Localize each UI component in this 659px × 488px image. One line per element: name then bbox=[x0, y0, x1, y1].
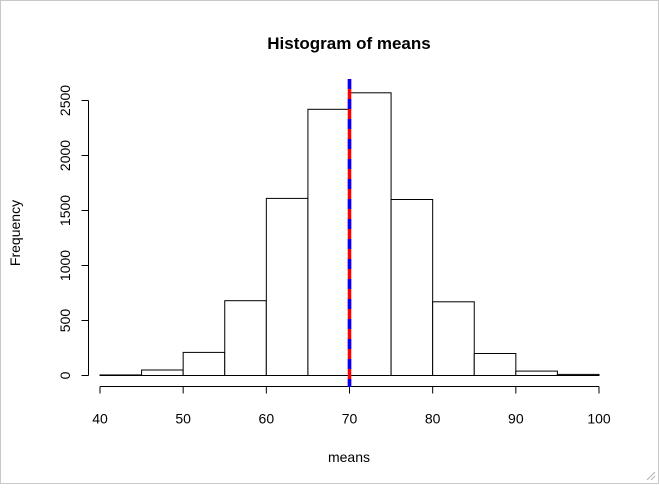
histogram-bar bbox=[390, 199, 434, 376]
x-tick-label: 80 bbox=[425, 411, 441, 427]
y-tick-label: 0 bbox=[57, 371, 73, 379]
y-tick-label: 500 bbox=[57, 309, 73, 333]
histogram-bar bbox=[515, 370, 558, 377]
y-tick-label: 1500 bbox=[57, 195, 73, 226]
y-tick-label: 2500 bbox=[57, 85, 73, 116]
x-tick-label: 70 bbox=[342, 411, 358, 427]
histogram-bar bbox=[99, 374, 143, 377]
x-tick-label: 50 bbox=[175, 411, 191, 427]
x-axis: 40 50 60 70 80 90 100 bbox=[92, 386, 611, 427]
y-axis-label: Frequency bbox=[7, 200, 23, 266]
x-tick-label: 90 bbox=[508, 411, 524, 427]
x-axis-label: means bbox=[328, 449, 370, 465]
histogram-bar bbox=[182, 351, 226, 376]
histogram-bar bbox=[224, 300, 267, 377]
histogram-bar bbox=[349, 92, 392, 377]
chart-title: Histogram of means bbox=[267, 34, 430, 53]
histogram-bar bbox=[473, 353, 517, 376]
histogram-bar bbox=[141, 369, 184, 376]
x-tick-label: 60 bbox=[259, 411, 275, 427]
x-tick-label: 40 bbox=[92, 411, 108, 427]
histogram-bar bbox=[556, 373, 600, 376]
y-axis: 0 500 1000 1500 2000 2500 bbox=[57, 85, 89, 379]
x-tick-label: 100 bbox=[587, 411, 611, 427]
histogram-bar bbox=[265, 197, 309, 376]
histogram-bar bbox=[432, 301, 475, 376]
resize-grip-icon[interactable] bbox=[646, 471, 656, 481]
histogram-bars bbox=[99, 92, 600, 377]
y-tick-label: 1000 bbox=[57, 250, 73, 281]
y-tick-label: 2000 bbox=[57, 140, 73, 171]
histogram-bar bbox=[307, 108, 350, 377]
